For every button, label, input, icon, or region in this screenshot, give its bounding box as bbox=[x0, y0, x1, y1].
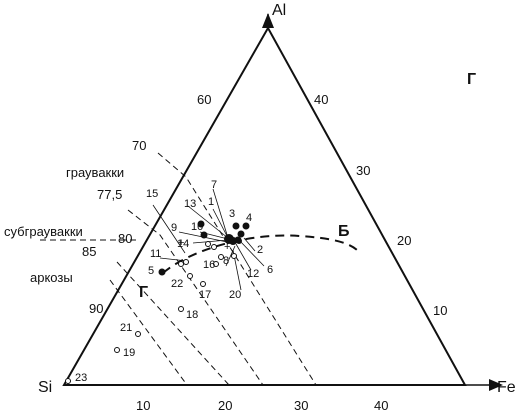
point-11 bbox=[183, 259, 189, 265]
boundary-85 bbox=[116, 261, 230, 386]
trend-label-b: Б bbox=[338, 223, 350, 240]
point-label-1: 1 bbox=[208, 196, 214, 208]
point-label-23: 23 bbox=[75, 372, 87, 384]
point-label-6: 6 bbox=[267, 264, 273, 276]
point-5 bbox=[158, 268, 166, 276]
point-12 bbox=[218, 254, 224, 260]
point-label-16: 16 bbox=[203, 259, 215, 271]
field-label-arkose: аркозы bbox=[30, 270, 73, 285]
point-23 bbox=[65, 378, 71, 384]
point-label-17: 17 bbox=[199, 289, 211, 301]
tick-right-40: 40 bbox=[314, 92, 328, 107]
point-22 bbox=[187, 273, 193, 279]
tick-left-80: 80 bbox=[118, 231, 132, 246]
tick-bottom-40: 40 bbox=[374, 398, 388, 411]
point-8 bbox=[229, 237, 237, 245]
point-label-14: 14 bbox=[177, 238, 189, 250]
point-label-12: 12 bbox=[247, 268, 259, 280]
field-label-graywacke: граувакки bbox=[66, 165, 124, 180]
point-label-8: 8 bbox=[223, 255, 229, 267]
corner-label-g: Г bbox=[467, 71, 476, 88]
trend-label-g: Г bbox=[139, 284, 148, 301]
point-18 bbox=[178, 306, 184, 312]
tick-left-85: 85 bbox=[82, 244, 96, 259]
triangle-frame bbox=[62, 25, 467, 386]
vertex-label-al: Al bbox=[272, 2, 286, 19]
tick-right-30: 30 bbox=[356, 163, 370, 178]
field-label-subgraywacke: субграувакки bbox=[4, 224, 83, 239]
point-label-2: 2 bbox=[257, 244, 263, 256]
point-label-13: 13 bbox=[184, 198, 196, 210]
point-13 bbox=[211, 244, 217, 250]
tick-bottom-30: 30 bbox=[294, 398, 308, 411]
point-label-18: 18 bbox=[186, 309, 198, 321]
point-label-3: 3 bbox=[229, 208, 235, 220]
point-20 bbox=[231, 253, 237, 259]
point-label-15: 15 bbox=[146, 188, 158, 200]
tick-right-20: 20 bbox=[397, 233, 411, 248]
point-label-10: 10 bbox=[191, 221, 203, 233]
point-label-5: 5 bbox=[148, 265, 154, 277]
point-15 bbox=[178, 261, 184, 267]
point-14 bbox=[205, 241, 211, 247]
point-label-9: 9 bbox=[171, 222, 177, 234]
point-3 bbox=[232, 222, 240, 230]
vertex-label-fe: Fe bbox=[497, 379, 516, 396]
point-17 bbox=[200, 281, 206, 287]
tick-left-70: 70 bbox=[132, 138, 146, 153]
point-10 bbox=[197, 220, 205, 228]
point-labels: 1 2 3 4 5 6 7 8 9 10 11 12 13 14 15 16 1… bbox=[75, 179, 273, 384]
al-axis-arrow-head bbox=[262, 13, 274, 28]
tick-left-90: 90 bbox=[89, 301, 103, 316]
marker-plus-1: + bbox=[224, 241, 230, 253]
boundary-70 bbox=[157, 152, 317, 386]
marker-plus-14: + bbox=[178, 237, 184, 249]
tick-right-10: 10 bbox=[433, 303, 447, 318]
point-21 bbox=[135, 331, 141, 337]
boundary-77-5 bbox=[127, 209, 264, 386]
point-9 bbox=[200, 231, 208, 239]
point-label-7: 7 bbox=[211, 179, 217, 191]
point-label-4: 4 bbox=[246, 212, 252, 224]
point-16 bbox=[213, 261, 219, 267]
tick-left-60: 60 bbox=[197, 92, 211, 107]
sample-points: + + bbox=[65, 220, 250, 384]
point-label-22: 22 bbox=[171, 278, 183, 290]
boundary-90 bbox=[109, 279, 188, 386]
vertex-label-si: Si bbox=[38, 379, 52, 396]
point-label-11: 11 bbox=[150, 248, 161, 260]
tick-bottom-10: 10 bbox=[136, 398, 150, 411]
point-6 bbox=[237, 230, 245, 238]
tick-left-77-5: 77,5 bbox=[97, 187, 122, 202]
trend-curve bbox=[162, 234, 358, 274]
tick-bottom-20: 20 bbox=[218, 398, 232, 411]
point-label-19: 19 bbox=[123, 347, 135, 359]
point-4 bbox=[242, 222, 250, 230]
point-19 bbox=[114, 347, 120, 353]
point-2 bbox=[236, 238, 242, 244]
point-label-20: 20 bbox=[229, 289, 241, 301]
fe-axis-arrow-head bbox=[489, 379, 503, 391]
point-label-21: 21 bbox=[120, 322, 132, 334]
